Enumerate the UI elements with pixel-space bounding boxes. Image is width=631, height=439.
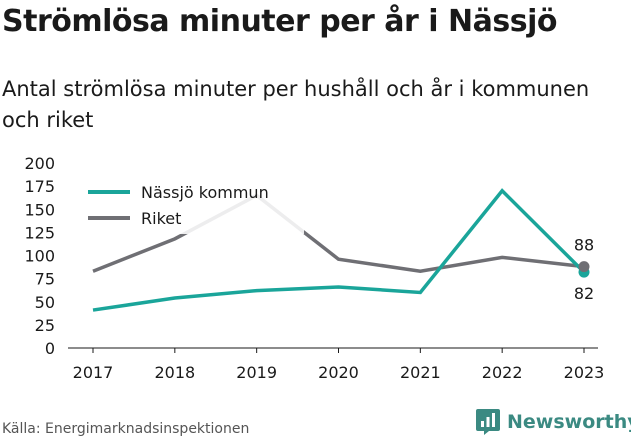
x-tick-label: 2022 [482,363,523,382]
x-tick-label: 2023 [564,363,605,382]
chart-subtitle: Antal strömlösa minuter per hushåll och … [2,77,590,132]
x-axis: 2017 2018 2019 2020 2021 2022 2023 [68,347,605,382]
y-tick-label: 150 [24,200,55,219]
y-tick-label: 50 [35,293,55,312]
x-tick-label: 2018 [154,363,195,382]
legend: Nässjö kommun Riket [78,180,304,234]
y-tick-label: 75 [35,270,55,289]
y-axis: 0 25 50 75 100 125 150 175 200 [24,154,55,358]
end-label: 88 [574,236,594,255]
x-tick-label: 2021 [400,363,441,382]
brand-name: Newsworthy [507,411,631,433]
y-tick-label: 25 [35,316,55,335]
x-tick-label: 2020 [318,363,359,382]
bar-chart-icon [476,409,500,435]
end-point [578,261,590,273]
y-tick-label: 200 [24,154,55,173]
series-line [92,193,585,273]
legend-background [78,180,304,234]
x-tick-label: 2019 [236,363,277,382]
chart-title: Strömlösa minuter per år i Nässjö [2,4,557,39]
x-tick-label: 2017 [73,363,114,382]
y-tick-label: 175 [24,177,55,196]
series-layer [92,188,586,312]
legend-label: Riket [141,209,181,228]
source-note: Källa: Energimarknadsinspektionen [2,421,250,437]
end-labels: 82 88 [574,236,594,304]
brand-logo: Newsworthy [475,406,631,438]
end-label: 82 [574,284,594,303]
y-tick-label: 100 [24,247,55,266]
legend-label: Nässjö kommun [141,183,269,202]
y-tick-label: 0 [45,339,55,358]
y-tick-label: 125 [24,223,55,242]
series-line [92,188,586,312]
